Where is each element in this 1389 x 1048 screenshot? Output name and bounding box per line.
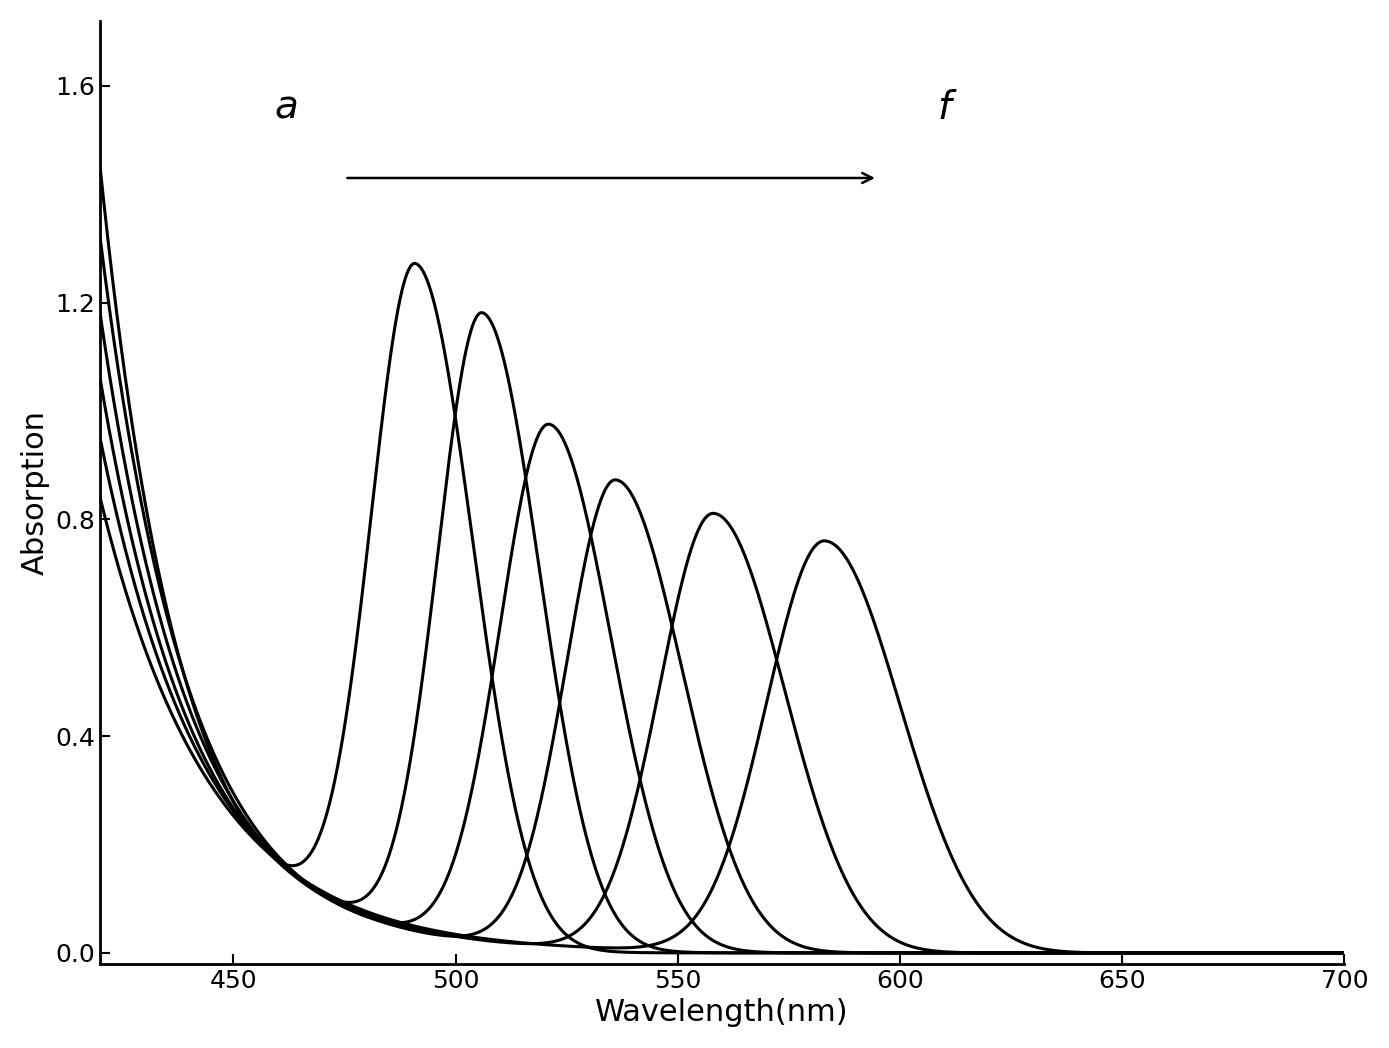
Y-axis label: Absorption: Absorption (21, 410, 50, 574)
Text: a: a (275, 88, 299, 127)
X-axis label: Wavelength(nm): Wavelength(nm) (596, 998, 849, 1027)
Text: f: f (938, 88, 951, 127)
